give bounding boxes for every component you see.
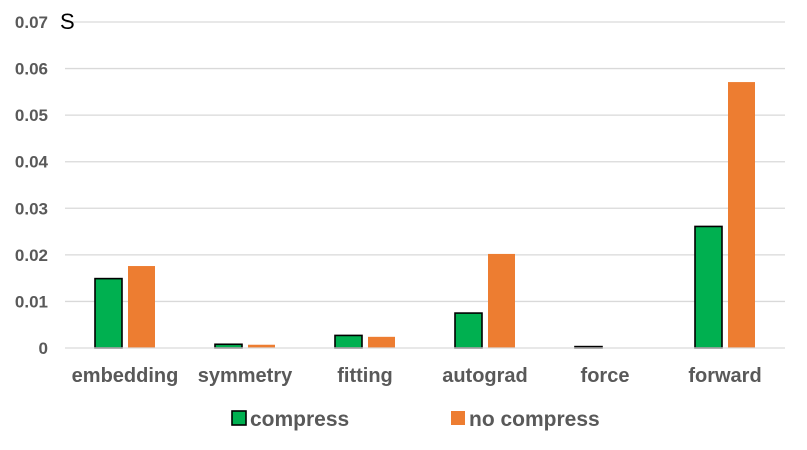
bar-no-compress-embedding bbox=[128, 266, 155, 348]
y-tick-label: 0.06 bbox=[15, 60, 48, 79]
category-label: force bbox=[581, 365, 630, 387]
legend: compress no compress bbox=[231, 408, 600, 431]
y-tick-label: 0.02 bbox=[15, 246, 48, 265]
bar-no-compress-fitting bbox=[368, 336, 395, 348]
legend-swatch-compress bbox=[231, 410, 247, 426]
y-tick-label: 0 bbox=[39, 339, 48, 358]
y-tick-label: 0.07 bbox=[15, 13, 48, 32]
category-label: embedding bbox=[72, 365, 179, 387]
category-label: autograd bbox=[442, 365, 528, 387]
y-tick-label: 0.01 bbox=[15, 292, 48, 311]
category-label: forward bbox=[688, 365, 761, 387]
category-label: symmetry bbox=[198, 365, 293, 387]
y-axis-unit-label: S bbox=[60, 9, 75, 34]
y-tick-label: 0.05 bbox=[15, 106, 48, 125]
y-tick-label: 0.04 bbox=[15, 153, 49, 172]
bar-no-compress-forward bbox=[728, 82, 755, 348]
x-axis-category-labels: embedding symmetry fitting autograd force for… bbox=[72, 365, 762, 387]
bar-compress-fitting bbox=[334, 334, 363, 349]
bar-compress-embedding bbox=[94, 277, 123, 349]
bar-no-compress-autograd bbox=[488, 253, 515, 348]
legend-swatch-no-compress bbox=[451, 411, 465, 425]
gridlines bbox=[65, 21, 785, 303]
y-axis-tick-labels: 0 0.01 0.02 0.03 0.04 0.05 0.06 0.07 bbox=[15, 13, 49, 358]
bar-compress-autograd bbox=[454, 312, 483, 349]
category-label: fitting bbox=[337, 365, 393, 387]
y-tick-label: 0.03 bbox=[15, 199, 48, 218]
legend-label: compress bbox=[250, 408, 349, 431]
bars bbox=[94, 82, 755, 349]
bar-no-compress-symmetry bbox=[248, 344, 275, 348]
bar-compress-forward bbox=[694, 225, 723, 349]
legend-label: no compress bbox=[469, 408, 600, 431]
